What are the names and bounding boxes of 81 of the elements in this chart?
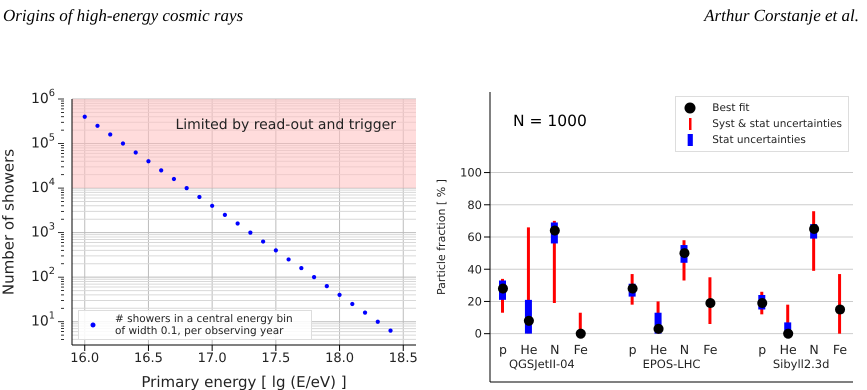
y-tick-label: 10$^{4}$ [30,177,55,196]
x-tick-label: He [520,342,538,357]
legend-label: Best fit [712,102,750,114]
point [834,304,846,315]
legend-label: Syst & stat uncertainties [712,118,842,130]
point [324,284,329,288]
point [159,168,164,172]
point [679,248,690,258]
x-tick-label: Fe [574,342,588,357]
y-tick-label: 10$^{6}$ [30,88,55,107]
y-axis-title: Number of showers [0,148,18,296]
point [274,248,278,252]
point [286,257,291,262]
point [350,302,354,306]
text: Arthur Corstanje et al. [704,6,859,26]
y-tick-label: 10$^{5}$ [30,132,55,152]
point [628,284,638,294]
point [120,141,126,146]
x-tick-label: p [758,342,766,357]
y-tick-label: 60 [467,230,482,244]
x-tick-label: 18.5 [388,351,418,366]
annotation: N = 1000 [513,112,587,130]
y-tick-label: 10$^{2}$ [30,266,55,286]
point [705,298,716,308]
point [108,132,112,137]
point [236,221,240,226]
point [172,176,176,182]
point [498,284,508,294]
x-tick-label: Fe [832,342,848,357]
band-label: Limited by read-out and trigger [175,116,396,133]
point [146,159,151,164]
point [653,324,664,334]
point [376,320,380,324]
y-tick-label: 80 [467,198,482,212]
legend-label: # showers in a central energy bin of width 0.1, per observing year [115,313,294,337]
point [809,224,820,234]
x-tick-label: 17.0 [198,351,227,366]
x-tick-label: 16.5 [134,351,163,366]
point [337,292,342,297]
y-tick-label: 40 [467,262,482,276]
text: Origins of high-energy cosmic rays [3,6,244,26]
point [312,275,316,280]
point [210,204,214,208]
point [261,239,266,244]
annotation: QGSJetII-04 [508,357,576,371]
x-tick-label: N [809,342,819,357]
y-tick-label: 10$^{1}$ [30,310,55,330]
point [248,230,252,235]
point [783,328,794,339]
point [576,328,586,339]
y-axis-title: Particle fraction [ % ] [434,179,448,295]
point [757,298,768,308]
legend-label: Stat uncertainties [712,134,806,146]
x-tick-label: N [680,342,690,357]
y-tick-label: 10$^{3}$ [30,222,55,241]
point [299,266,304,270]
y-tick-label: 0 [474,326,482,341]
point [184,186,189,190]
x-tick-label: Fe [703,342,718,357]
point [362,310,368,315]
point [524,316,534,326]
x-tick-label: p [628,342,637,357]
x-tick-label: 18.0 [325,351,354,366]
point [95,124,100,128]
point [197,194,202,200]
x-tick-label: N [550,342,560,357]
point [222,212,227,218]
y-tick-label: 20 [467,294,482,309]
point [550,226,560,236]
x-tick-label: He [650,342,668,357]
x-tick-label: 17.5 [261,351,290,366]
point [388,328,393,333]
x-axis-title: Primary energy [ lg (E/eV) ] [141,373,347,390]
annotation: EPOS-LHC [642,357,702,371]
x-tick-label: 16.0 [70,351,100,366]
y-tick-label: 100 [460,166,482,180]
x-tick-label: He [780,342,798,357]
point [134,150,138,155]
x-tick-label: p [498,342,507,357]
annotation: Sibyll2.3d [772,357,830,371]
point [82,114,87,119]
